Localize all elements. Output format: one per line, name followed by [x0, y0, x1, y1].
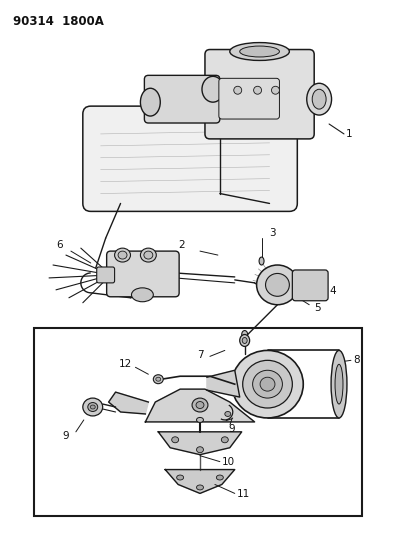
- Text: 5: 5: [314, 303, 321, 313]
- Ellipse shape: [221, 437, 228, 443]
- Ellipse shape: [253, 370, 283, 398]
- Ellipse shape: [335, 365, 343, 404]
- FancyBboxPatch shape: [219, 78, 279, 119]
- Ellipse shape: [234, 86, 242, 94]
- Polygon shape: [158, 432, 242, 455]
- Ellipse shape: [197, 417, 203, 423]
- Ellipse shape: [225, 411, 231, 416]
- FancyBboxPatch shape: [205, 50, 314, 139]
- Ellipse shape: [131, 288, 153, 302]
- Text: 8: 8: [353, 356, 359, 365]
- Polygon shape: [145, 389, 255, 422]
- Ellipse shape: [115, 248, 131, 262]
- Text: 90314  1800A: 90314 1800A: [13, 15, 104, 28]
- Ellipse shape: [156, 377, 161, 381]
- Polygon shape: [109, 392, 148, 414]
- Ellipse shape: [153, 375, 163, 384]
- Polygon shape: [207, 370, 240, 397]
- Text: 12: 12: [119, 359, 132, 369]
- Text: 3: 3: [269, 228, 276, 238]
- Ellipse shape: [197, 485, 203, 490]
- Text: 7: 7: [197, 350, 203, 360]
- Text: 4: 4: [329, 286, 336, 296]
- Ellipse shape: [90, 405, 95, 409]
- FancyBboxPatch shape: [293, 270, 328, 301]
- Ellipse shape: [202, 76, 224, 102]
- Ellipse shape: [260, 377, 275, 391]
- Text: 9: 9: [228, 424, 235, 434]
- Text: 11: 11: [237, 489, 250, 499]
- Text: 9: 9: [62, 431, 69, 441]
- Ellipse shape: [140, 88, 160, 116]
- Ellipse shape: [312, 89, 326, 109]
- Ellipse shape: [331, 350, 347, 418]
- Ellipse shape: [265, 273, 289, 296]
- Ellipse shape: [242, 330, 248, 338]
- Text: 2: 2: [178, 240, 185, 250]
- Bar: [34, 328, 362, 516]
- FancyBboxPatch shape: [144, 75, 220, 123]
- Ellipse shape: [83, 398, 103, 416]
- Ellipse shape: [230, 43, 289, 60]
- FancyBboxPatch shape: [107, 251, 179, 297]
- Text: 10: 10: [222, 457, 235, 466]
- Ellipse shape: [144, 251, 153, 259]
- Ellipse shape: [307, 83, 332, 115]
- Ellipse shape: [217, 475, 223, 480]
- Ellipse shape: [240, 46, 279, 57]
- Text: 6: 6: [56, 240, 62, 250]
- Ellipse shape: [88, 402, 98, 411]
- FancyBboxPatch shape: [83, 106, 297, 212]
- Ellipse shape: [242, 337, 247, 343]
- Text: 1: 1: [346, 129, 353, 139]
- Ellipse shape: [232, 350, 303, 418]
- Ellipse shape: [177, 475, 183, 480]
- Polygon shape: [165, 470, 235, 494]
- Ellipse shape: [240, 335, 250, 346]
- Ellipse shape: [197, 447, 203, 453]
- Ellipse shape: [196, 401, 204, 408]
- Ellipse shape: [257, 265, 298, 305]
- Ellipse shape: [243, 360, 293, 408]
- Ellipse shape: [172, 437, 179, 443]
- Ellipse shape: [259, 257, 264, 265]
- FancyBboxPatch shape: [97, 267, 115, 283]
- Ellipse shape: [140, 248, 156, 262]
- Ellipse shape: [254, 86, 261, 94]
- Ellipse shape: [271, 86, 279, 94]
- Ellipse shape: [192, 398, 208, 412]
- Ellipse shape: [118, 251, 127, 259]
